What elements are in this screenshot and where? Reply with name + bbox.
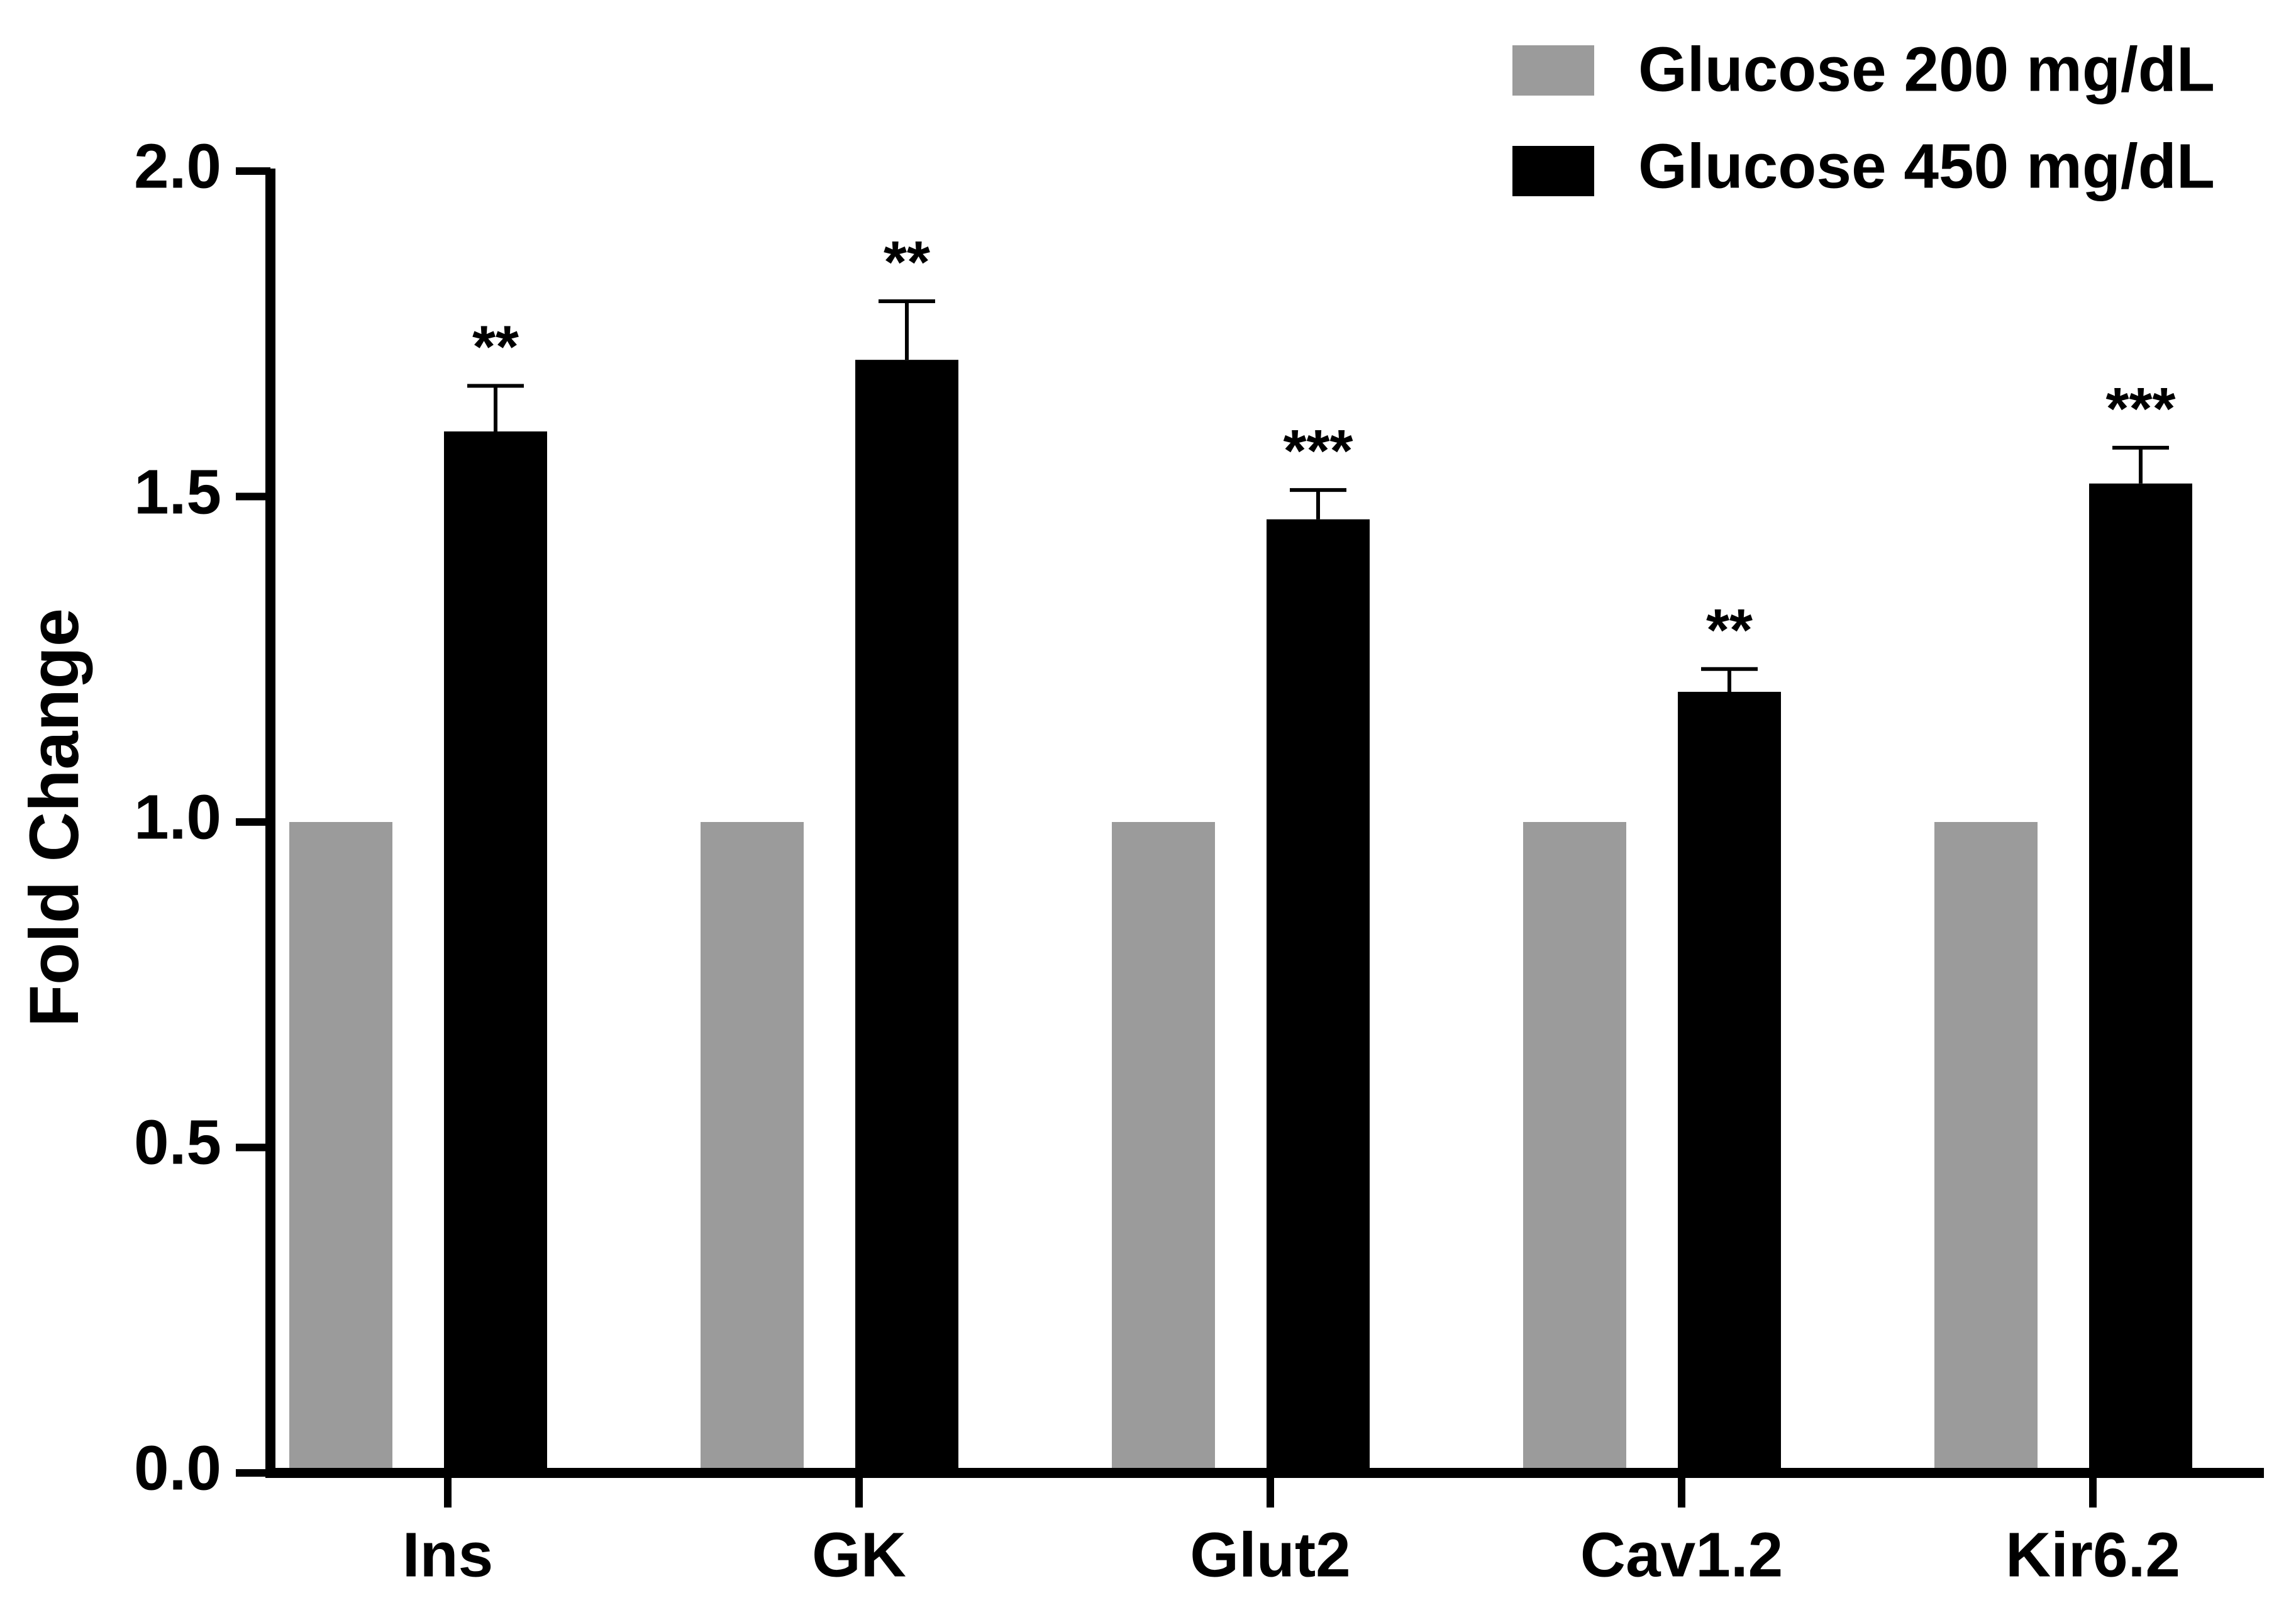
y-tick-label-1: 0.5	[134, 1107, 221, 1177]
significance-label-cav1-2: **	[1706, 597, 1753, 664]
bar-glucose-200-kir6-2	[1934, 822, 2038, 1473]
significance-label-gk: **	[884, 229, 930, 296]
x-tick-labels: Ins GK Glut2 Cav1.2 Kir6.2	[402, 1519, 2180, 1590]
error-bars	[467, 299, 2169, 692]
y-tick-label-0: 0.0	[134, 1433, 221, 1503]
significance-labels: ** ** *** ** ***	[472, 229, 2175, 664]
bar-glucose-200-cav1-2	[1523, 822, 1626, 1473]
y-axis-title: Fold Change	[16, 608, 93, 1027]
bar-glucose-450-kir6-2	[2089, 483, 2192, 1473]
bar-glucose-200-glut2	[1112, 822, 1215, 1473]
x-tick-label-ins: Ins	[402, 1519, 493, 1590]
y-tick-labels: 0.0 0.5 1.0 1.5 2.0	[134, 131, 221, 1503]
y-tick-label-3: 1.5	[134, 457, 221, 527]
bar-glucose-200-ins	[289, 822, 392, 1473]
significance-label-ins: **	[472, 314, 519, 380]
bar-glucose-450-gk	[855, 360, 958, 1473]
bar-glucose-450-glut2	[1267, 519, 1370, 1473]
bars	[289, 360, 2192, 1473]
significance-label-glut2: ***	[1284, 418, 1353, 484]
legend: Glucose 200 mg/dL Glucose 450 mg/dL	[1512, 34, 2215, 201]
legend-label-glucose-200: Glucose 200 mg/dL	[1638, 34, 2215, 104]
y-tick-label-4: 2.0	[134, 131, 221, 201]
legend-swatch-glucose-200	[1512, 45, 1594, 96]
x-tick-label-glut2: Glut2	[1190, 1519, 1351, 1590]
y-tick-label-2: 1.0	[134, 782, 221, 852]
bar-glucose-450-cav1-2	[1678, 692, 1781, 1473]
x-tick-label-kir6-2: Kir6.2	[2005, 1519, 2180, 1590]
x-tick-label-gk: GK	[812, 1519, 906, 1590]
x-tick-label-cav1-2: Cav1.2	[1580, 1519, 1783, 1590]
bar-glucose-200-gk	[701, 822, 804, 1473]
axes	[236, 167, 2264, 1508]
bar-glucose-450-ins	[444, 431, 547, 1473]
legend-swatch-glucose-450	[1512, 146, 1594, 196]
legend-label-glucose-450: Glucose 450 mg/dL	[1638, 131, 2215, 201]
significance-label-kir6-2: ***	[2106, 375, 2176, 442]
